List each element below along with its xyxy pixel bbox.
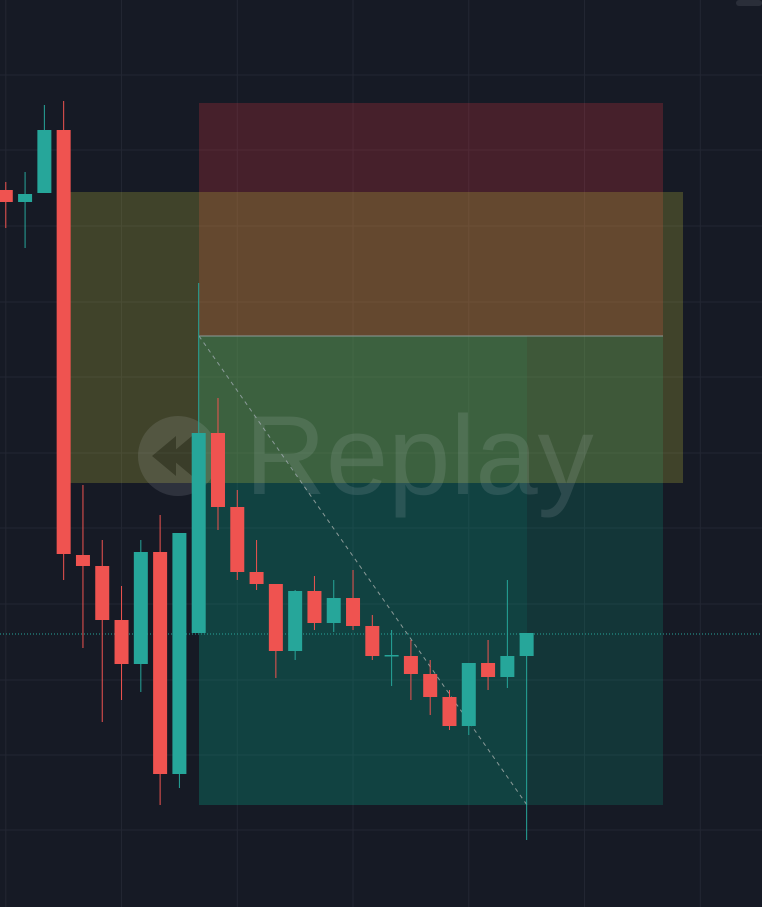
corner-widget[interactable]: [736, 0, 762, 6]
box: [70, 192, 683, 483]
candle-body: [133, 552, 148, 664]
watermark: Replay: [245, 393, 594, 518]
watermark-group: Replay: [138, 393, 594, 518]
candle-body: [230, 507, 245, 572]
target-zone: [199, 336, 663, 805]
candle-body: [519, 633, 534, 656]
candle-body: [18, 194, 33, 202]
candle-body: [114, 620, 129, 664]
candle-body: [210, 433, 225, 507]
candle-body: [500, 656, 515, 677]
candle-body: [0, 190, 13, 202]
candle-body: [346, 598, 361, 626]
target-zone-filled: [199, 336, 527, 805]
candles: [0, 101, 534, 840]
candle-body: [481, 663, 496, 677]
candle-body: [95, 566, 110, 620]
candle-body: [153, 552, 168, 774]
candle-body: [403, 656, 418, 674]
candle-body: [268, 584, 283, 651]
watermark-icon-arrows: [152, 436, 192, 476]
candle-body: [56, 130, 71, 554]
candle-body: [461, 663, 476, 726]
candle-body: [384, 655, 399, 657]
candle-body: [249, 572, 264, 584]
candle-body: [75, 555, 90, 566]
candle-body: [326, 598, 341, 623]
candle-body: [191, 433, 206, 633]
candle-body: [307, 591, 322, 623]
candle-body: [288, 591, 303, 651]
candle-body: [37, 130, 52, 193]
candle-body: [365, 626, 380, 656]
candle-body: [172, 533, 187, 774]
zones: [0, 103, 762, 806]
candle-body: [442, 697, 457, 726]
candle-body: [423, 674, 438, 697]
stop-zone: [199, 103, 663, 336]
